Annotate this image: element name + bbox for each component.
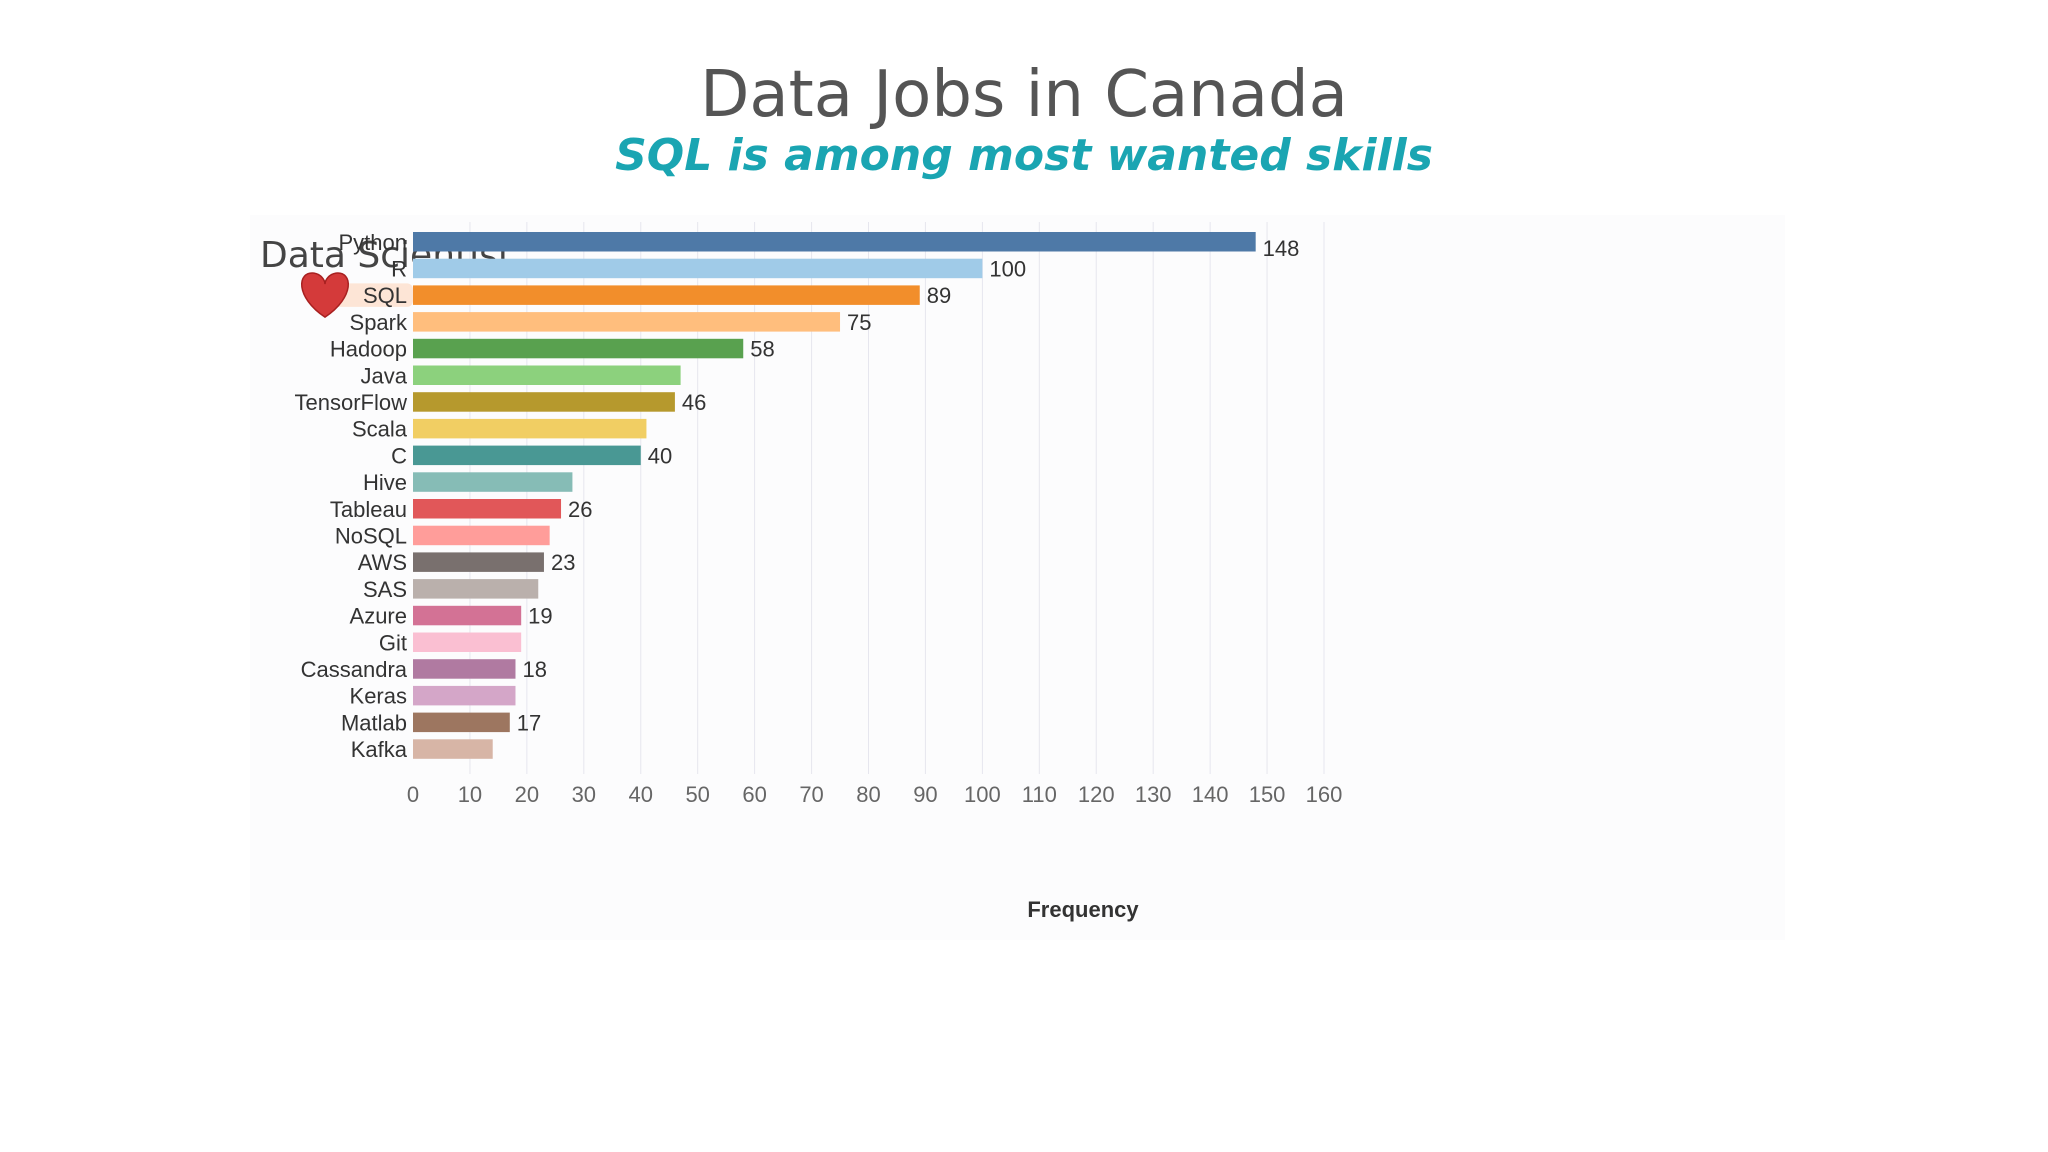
value-label: 100 — [989, 256, 1026, 281]
heart-icon — [300, 272, 350, 319]
value-label: 19 — [528, 604, 552, 629]
bar-java — [413, 365, 681, 385]
category-label: Kafka — [351, 737, 408, 762]
x-axis-ticks: 0 10 20 30 40 50 60 70 80 90 100 110 120 130 140 150 160 — [407, 782, 1342, 807]
slide-title: Data Jobs in Canada — [700, 58, 1348, 132]
bar-git — [413, 632, 522, 652]
x-tick-label: 10 — [458, 782, 482, 807]
bar-tensorflow — [413, 392, 675, 412]
category-label: SQL — [363, 283, 407, 308]
bar-keras — [413, 685, 516, 706]
bars — [413, 232, 1256, 759]
value-label: 148 — [1263, 236, 1300, 261]
x-tick-label: 0 — [407, 782, 419, 807]
bar-tableau — [413, 499, 562, 519]
value-labels: 148 100 89 75 58 46 40 26 23 19 18 17 — [517, 236, 1300, 736]
bar-scala — [413, 418, 647, 439]
x-tick-label: 150 — [1249, 782, 1286, 807]
category-label: Matlab — [341, 710, 407, 735]
category-label: Hadoop — [330, 337, 407, 362]
bar-sql — [413, 285, 920, 305]
value-label: 89 — [927, 283, 951, 308]
category-label: Hive — [363, 470, 407, 495]
category-labels: PythonRSQLSparkHadoopJavaTensorFlowScala… — [295, 230, 408, 762]
x-tick-label: 110 — [1022, 782, 1057, 807]
x-tick-label: 80 — [856, 782, 880, 807]
category-label: Tableau — [330, 497, 407, 522]
value-label: 40 — [648, 443, 672, 468]
category-label: Spark — [350, 310, 408, 335]
category-label: Python — [339, 230, 408, 255]
x-axis-title: Frequency — [1027, 897, 1139, 922]
category-label: SAS — [363, 577, 407, 602]
x-tick-label: 50 — [685, 782, 709, 807]
category-label: Azure — [350, 604, 407, 629]
category-label: Java — [361, 363, 408, 388]
category-label: TensorFlow — [295, 390, 408, 415]
bar-chart: Data Scientist PythonRSQLSparkHadoopJava… — [260, 222, 1342, 922]
x-tick-label: 140 — [1192, 782, 1229, 807]
category-label: AWS — [358, 550, 407, 575]
value-label: 75 — [847, 310, 871, 335]
x-tick-label: 160 — [1306, 782, 1343, 807]
chart-panel: Data Scientist Python R SQL Spark Hadoop Java… — [250, 215, 1785, 940]
category-label: Scala — [352, 417, 408, 442]
x-tick-label: 60 — [742, 782, 766, 807]
category-label: NoSQL — [335, 523, 407, 548]
x-tick-label: 100 — [964, 782, 1001, 807]
bar-matlab — [413, 712, 510, 733]
bar-hive — [413, 472, 573, 492]
bar-hadoop — [413, 338, 744, 359]
x-tick-label: 130 — [1135, 782, 1172, 807]
x-tick-label: 120 — [1078, 782, 1115, 807]
x-tick-label: 30 — [572, 782, 596, 807]
bar-python — [413, 232, 1256, 252]
category-label: C — [391, 443, 407, 468]
category-label: Git — [379, 630, 407, 655]
bar-sas — [413, 579, 539, 599]
value-label: 18 — [522, 657, 546, 682]
x-tick-label: 20 — [515, 782, 539, 807]
value-label: 23 — [551, 550, 575, 575]
x-tick-label: 40 — [629, 782, 653, 807]
bar-azure — [413, 605, 522, 626]
icon-layer — [300, 272, 350, 319]
value-label: 17 — [517, 710, 541, 735]
category-label: Keras — [350, 684, 407, 709]
bar-cassandra — [413, 659, 516, 679]
x-tick-label: 70 — [799, 782, 823, 807]
bar-c — [413, 445, 641, 466]
slide-subtitle: SQL is among most wanted skills — [615, 130, 1433, 181]
bar-aws — [413, 552, 544, 572]
value-label: 46 — [682, 390, 706, 415]
bar-spark — [413, 312, 841, 332]
category-label: R — [391, 256, 407, 281]
bar-nosql — [413, 525, 550, 546]
bar-r — [413, 258, 983, 279]
bar-kafka — [413, 739, 493, 759]
value-label: 58 — [750, 337, 774, 362]
x-tick-label: 90 — [913, 782, 937, 807]
value-label: 26 — [568, 497, 592, 522]
category-label: Cassandra — [301, 657, 408, 682]
